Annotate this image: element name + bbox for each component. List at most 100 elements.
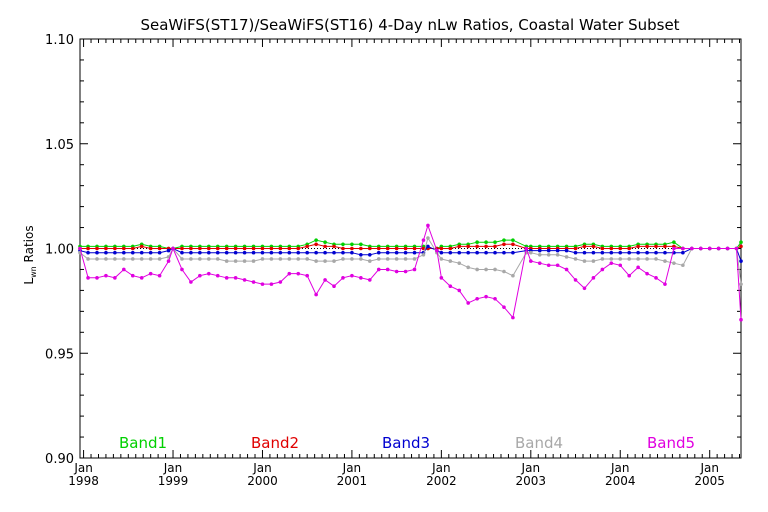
data-point bbox=[511, 315, 515, 320]
data-point bbox=[529, 250, 533, 255]
data-point bbox=[269, 282, 274, 286]
x-tick-month: Jan bbox=[610, 461, 630, 475]
data-point bbox=[403, 257, 408, 261]
data-point bbox=[113, 246, 117, 251]
data-point bbox=[368, 252, 372, 257]
x-tick-month: Jan bbox=[521, 461, 541, 475]
data-point bbox=[189, 250, 193, 255]
x-tick-month: Jan bbox=[73, 461, 93, 475]
chart-title: SeaWiFS(ST17)/SeaWiFS(ST16) 4-Day nLw Ra… bbox=[140, 16, 679, 34]
series-band5 bbox=[78, 223, 743, 322]
data-point bbox=[332, 244, 336, 249]
data-point bbox=[493, 244, 497, 249]
data-point bbox=[242, 259, 247, 263]
data-point bbox=[484, 250, 488, 255]
data-point bbox=[296, 250, 301, 255]
data-point bbox=[618, 257, 623, 261]
data-point bbox=[421, 246, 426, 251]
data-point bbox=[166, 248, 171, 253]
data-point bbox=[207, 271, 211, 276]
data-point bbox=[466, 250, 470, 255]
data-point bbox=[376, 257, 381, 261]
data-point bbox=[681, 263, 685, 268]
data-point bbox=[681, 246, 685, 251]
data-point bbox=[600, 257, 605, 261]
data-point bbox=[573, 250, 578, 255]
data-point bbox=[466, 301, 470, 305]
data-point bbox=[475, 296, 479, 301]
data-point bbox=[385, 257, 390, 261]
data-point bbox=[524, 246, 529, 251]
data-point bbox=[426, 244, 430, 249]
data-point bbox=[233, 276, 238, 280]
data-point bbox=[394, 257, 399, 261]
data-point bbox=[305, 257, 309, 261]
data-point bbox=[157, 257, 162, 261]
data-point bbox=[122, 267, 126, 272]
data-point bbox=[502, 250, 506, 255]
x-tick-year: 2003 bbox=[516, 474, 547, 488]
x-tick-month: Jan bbox=[163, 461, 183, 475]
data-point bbox=[323, 244, 327, 249]
data-point bbox=[278, 250, 283, 255]
data-point bbox=[287, 246, 292, 251]
y-tick-label: 1.00 bbox=[45, 243, 74, 258]
y-axis-label-rest: Ratios bbox=[22, 225, 36, 266]
legend-item: Band2 bbox=[251, 434, 299, 452]
data-point bbox=[448, 259, 453, 263]
data-point bbox=[591, 276, 596, 280]
data-point bbox=[475, 240, 479, 245]
data-point bbox=[269, 257, 274, 261]
data-point bbox=[341, 242, 345, 247]
data-point bbox=[739, 240, 743, 245]
data-point bbox=[385, 267, 390, 272]
data-point bbox=[475, 250, 479, 255]
data-point bbox=[215, 257, 220, 261]
data-point bbox=[207, 246, 211, 251]
data-point bbox=[475, 267, 479, 272]
x-tick-year: 2005 bbox=[694, 474, 725, 488]
data-point bbox=[180, 267, 184, 272]
data-point bbox=[296, 271, 301, 276]
data-point bbox=[350, 242, 354, 247]
data-point bbox=[511, 273, 515, 278]
data-point bbox=[618, 246, 623, 251]
data-point bbox=[426, 236, 430, 240]
data-point bbox=[672, 246, 676, 251]
x-tick-year: 2002 bbox=[426, 474, 457, 488]
data-point bbox=[663, 259, 667, 263]
data-point bbox=[314, 238, 318, 242]
data-point bbox=[672, 261, 676, 265]
data-point bbox=[739, 259, 743, 263]
data-point bbox=[166, 259, 171, 263]
legend-item: Band4 bbox=[515, 434, 563, 452]
data-point bbox=[233, 250, 238, 255]
data-point bbox=[148, 250, 153, 255]
data-point bbox=[654, 257, 658, 261]
data-point bbox=[332, 250, 336, 255]
data-point bbox=[502, 305, 506, 309]
data-point bbox=[502, 238, 506, 242]
y-axis-label-sub: wn bbox=[29, 266, 38, 278]
data-point bbox=[242, 246, 247, 251]
data-point bbox=[332, 259, 336, 263]
data-point bbox=[198, 273, 202, 278]
series-line bbox=[80, 239, 742, 249]
data-point bbox=[189, 280, 193, 284]
data-point bbox=[466, 265, 470, 270]
data-point bbox=[287, 257, 292, 261]
data-point bbox=[725, 246, 730, 251]
data-point bbox=[439, 250, 444, 255]
data-point bbox=[573, 257, 578, 261]
data-point bbox=[484, 240, 488, 245]
data-point bbox=[341, 250, 345, 255]
data-point bbox=[457, 244, 462, 249]
data-point bbox=[546, 263, 551, 268]
data-point bbox=[260, 250, 265, 255]
data-point bbox=[663, 250, 667, 255]
data-point bbox=[511, 250, 515, 255]
data-point bbox=[305, 244, 309, 249]
data-point bbox=[323, 259, 327, 263]
data-point bbox=[600, 267, 605, 272]
